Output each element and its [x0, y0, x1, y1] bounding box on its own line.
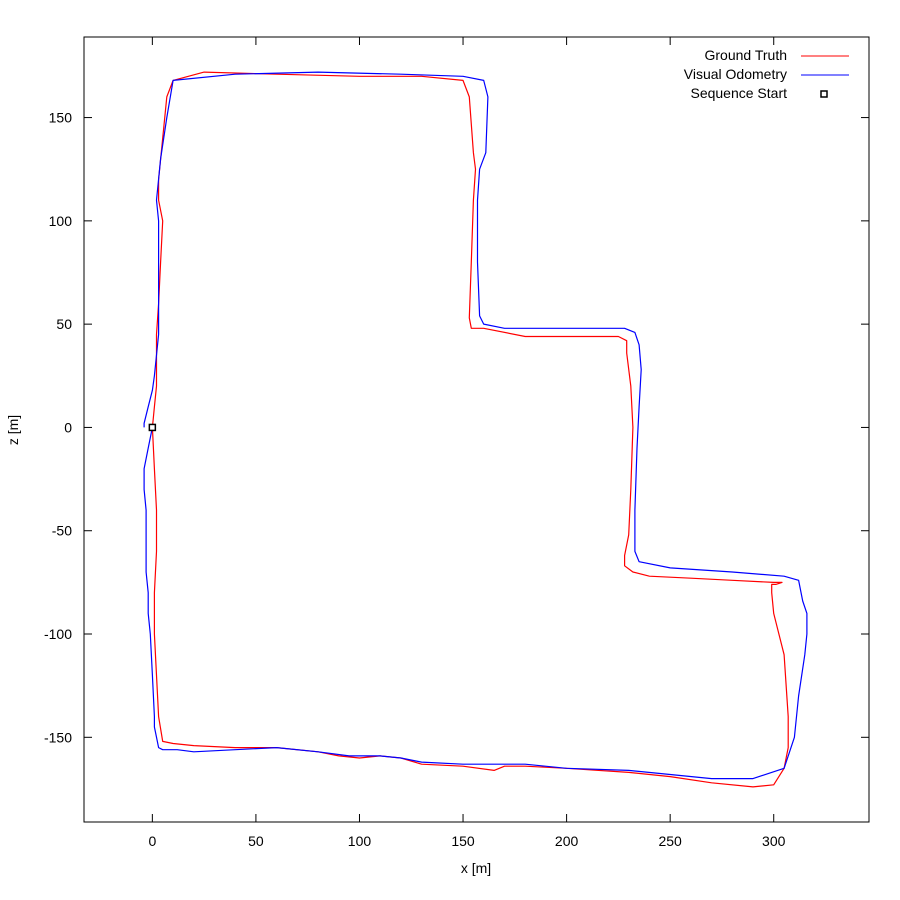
y-tick-label: 150	[49, 110, 73, 126]
y-axis-label: z [m]	[5, 415, 21, 445]
x-tick-label: 250	[658, 833, 682, 849]
legend-label-ground-truth: Ground Truth	[705, 47, 788, 63]
x-tick-label: 150	[451, 833, 475, 849]
x-tick-label: 300	[762, 833, 786, 849]
x-tick-label: 0	[148, 833, 156, 849]
y-tick-label: -150	[44, 729, 72, 745]
y-tick-label: 0	[64, 419, 72, 435]
marker-layer	[148, 423, 157, 432]
x-tick-label: 100	[348, 833, 372, 849]
sequence-start-marker	[148, 423, 157, 432]
legend-label-sequence-start: Sequence Start	[690, 85, 787, 101]
axis-ticks: 0 50 100 150 200 250 300 -150 -100 -50 0 50 100 150	[44, 37, 869, 849]
legend: Ground Truth Visual Odometry Sequence St…	[684, 47, 849, 101]
series-line-visual-odometry	[143, 71, 808, 780]
x-tick-label: 50	[248, 833, 264, 849]
y-tick-label: 50	[56, 316, 72, 332]
x-tick-label: 200	[555, 833, 579, 849]
legend-swatch-sequence-start	[820, 90, 828, 98]
x-axis-label: x [m]	[461, 860, 491, 876]
y-tick-label: -100	[44, 626, 72, 642]
plot-frame	[83, 36, 870, 823]
y-tick-label: 100	[49, 213, 73, 229]
y-tick-label: -50	[52, 523, 72, 539]
series-line-ground-truth	[151, 71, 789, 788]
legend-label-visual-odometry: Visual Odometry	[684, 66, 787, 82]
series-lines	[143, 71, 808, 788]
